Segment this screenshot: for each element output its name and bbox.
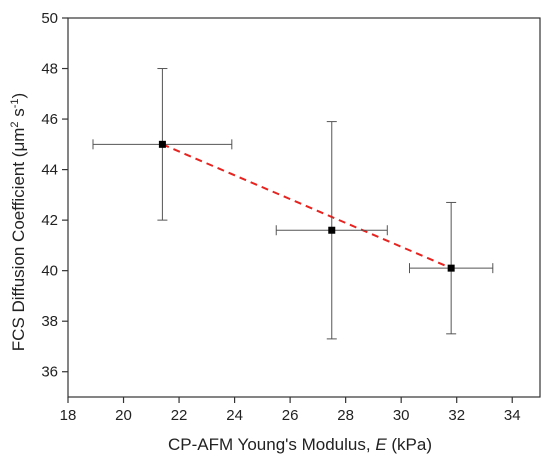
data-point [447,264,455,272]
x-tick-label: 34 [504,407,521,424]
y-tick-label: 38 [41,313,58,330]
x-axis-label: CP-AFM Young's Modulus, E (kPa) [168,435,432,454]
y-tick-label: 36 [41,364,58,381]
data-point [158,140,166,148]
plot-frame [67,17,541,398]
data-point [328,226,336,234]
x-tick-label: 28 [337,407,354,424]
y-tick-label: 42 [41,212,58,229]
x-tick-label: 20 [115,407,132,424]
x-tick-label: 24 [226,407,243,424]
trendline [162,143,452,270]
x-tick-label: 22 [171,407,188,424]
y-tick-label: 46 [41,111,58,128]
x-tick-label: 30 [393,407,410,424]
y-tick-label: 50 [41,10,58,27]
y-tick-label: 40 [41,263,58,280]
x-tick-label: 18 [60,407,77,424]
y-tick-label: 44 [41,162,58,179]
x-tick-label: 32 [448,407,465,424]
y-axis-label: FCS Diffusion Coefficient (μm2 s-1) [9,93,28,351]
y-tick-label: 48 [41,61,58,78]
x-tick-label: 26 [282,407,299,424]
